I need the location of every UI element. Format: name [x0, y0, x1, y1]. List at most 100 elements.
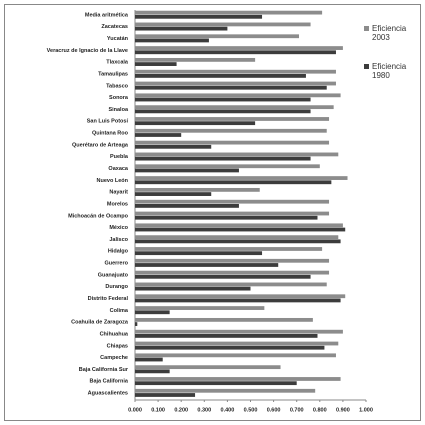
bar [135, 10, 323, 15]
bar [135, 306, 265, 310]
bar [135, 105, 334, 110]
bar [135, 187, 260, 192]
bar [135, 38, 209, 43]
bar [135, 168, 239, 173]
y-tick-label: México [109, 225, 128, 231]
bar [135, 26, 228, 31]
bar [135, 144, 212, 149]
y-tick-label: Oaxaca [108, 166, 129, 172]
bar [135, 215, 318, 220]
bar [135, 239, 341, 244]
bar [135, 286, 251, 291]
bar [135, 341, 339, 346]
bar [135, 227, 346, 232]
bar [135, 263, 279, 267]
y-tick-label: Jalisco [109, 237, 128, 243]
legend-swatch [364, 26, 369, 31]
y-tick-label: Durango [105, 284, 128, 290]
x-tick-label: 0.100 [151, 407, 165, 413]
frame [4, 4, 421, 421]
bar [135, 180, 332, 185]
y-tick-label: Puebla [110, 154, 129, 160]
legend-item: Eficiencia 1980 [364, 62, 414, 80]
bar [135, 274, 311, 279]
bar [135, 50, 336, 55]
x-tick-label: 0.800 [313, 407, 327, 413]
bar [135, 152, 339, 157]
y-tick-label: Aguascalientes [88, 391, 128, 397]
y-tick-label: Hidalgo [108, 249, 129, 255]
y-tick-label: Tabasco [106, 83, 129, 89]
legend-item: Eficiencia 2003 [364, 24, 414, 42]
bar [135, 69, 336, 74]
y-tick-label: Chihuahua [100, 331, 129, 337]
y-tick-label: Sonora [109, 95, 129, 101]
y-tick-label: Querétaro de Arteaga [72, 142, 129, 148]
bar [135, 381, 297, 386]
x-tick-label: 0.500 [244, 407, 258, 413]
y-tick-label: Michoacán de Ocampo [68, 213, 129, 219]
bar [135, 258, 330, 263]
y-tick-label: Media aritmética [85, 12, 129, 18]
bar [135, 282, 327, 287]
x-tick-label: 0.600 [267, 407, 281, 413]
x-tick-label: 0.000 [128, 407, 142, 413]
bar [135, 57, 256, 62]
bar [135, 365, 281, 370]
y-tick-label: Nayarit [109, 190, 128, 196]
bar [135, 357, 163, 362]
bar [135, 204, 239, 208]
bar [135, 109, 311, 114]
y-tick-label: Guerrero [104, 261, 128, 267]
bar [135, 140, 330, 145]
bar [135, 235, 339, 240]
bar [135, 85, 327, 90]
bar [135, 62, 177, 66]
bar [135, 74, 306, 78]
bar [135, 164, 320, 169]
x-tick-label: 0.300 [197, 407, 211, 413]
bar [135, 176, 348, 180]
y-tick-label: Colima [110, 308, 129, 314]
bar [135, 353, 336, 358]
bar [135, 369, 170, 374]
bar [135, 223, 343, 228]
bar [135, 156, 311, 161]
x-tick-label: 0.700 [290, 407, 304, 413]
y-tick-label: Morelos [107, 201, 128, 207]
bar [135, 247, 323, 251]
y-tick-label: Tlaxcala [106, 60, 129, 66]
bar [135, 46, 343, 50]
y-tick-label: Campeche [100, 355, 128, 361]
bar [135, 97, 311, 102]
y-tick-label: Guanajuato [98, 272, 129, 278]
y-tick-label: Quintana Roo [92, 131, 129, 137]
y-tick-label: Tamaulipas [98, 71, 128, 77]
bar [135, 192, 212, 196]
bar [135, 128, 327, 133]
bar [135, 377, 341, 381]
x-tick-label: 1.000 [359, 407, 373, 413]
bar [135, 298, 341, 303]
bar [135, 93, 341, 98]
y-tick-label: Baja California Sur [79, 367, 129, 373]
bar [135, 393, 196, 397]
bar [135, 270, 330, 275]
y-tick-label: San Luis Potosí [87, 119, 129, 125]
legend-label: Eficiencia 2003 [372, 24, 407, 42]
bar [135, 294, 346, 299]
y-tick-label: Sinaloa [108, 107, 129, 113]
bar [135, 199, 330, 204]
bar [135, 34, 300, 39]
bar [135, 322, 138, 326]
legend-label: Eficiencia 1980 [372, 62, 407, 80]
bar [135, 388, 316, 393]
x-tick-label: 0.900 [336, 407, 350, 413]
bar [135, 329, 343, 334]
y-tick-label: Nuevo León [97, 178, 129, 184]
bar [135, 251, 263, 256]
y-tick-label: Yucatán [107, 36, 129, 42]
bar [135, 133, 182, 137]
